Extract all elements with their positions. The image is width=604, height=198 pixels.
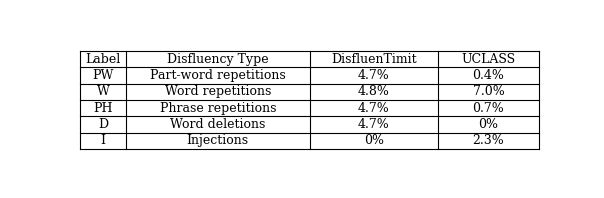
- Text: Phrase repetitions: Phrase repetitions: [159, 102, 276, 115]
- Text: W: W: [97, 85, 109, 98]
- Text: 0.4%: 0.4%: [472, 69, 504, 82]
- Text: Part-word repetitions: Part-word repetitions: [150, 69, 286, 82]
- Text: D: D: [98, 118, 108, 131]
- Text: 4.7%: 4.7%: [358, 69, 390, 82]
- Text: 4.8%: 4.8%: [358, 85, 390, 98]
- Text: Label: Label: [86, 53, 121, 66]
- Text: 4.7%: 4.7%: [358, 118, 390, 131]
- Text: Disfluency Type: Disfluency Type: [167, 53, 269, 66]
- Text: Injections: Injections: [187, 134, 249, 147]
- Text: Word repetitions: Word repetitions: [165, 85, 271, 98]
- Text: I: I: [101, 134, 106, 147]
- Text: 0%: 0%: [478, 118, 498, 131]
- Text: DisfluenTimit: DisfluenTimit: [331, 53, 417, 66]
- Text: PH: PH: [94, 102, 113, 115]
- Text: 4.7%: 4.7%: [358, 102, 390, 115]
- Text: PW: PW: [92, 69, 114, 82]
- Text: UCLASS: UCLASS: [461, 53, 516, 66]
- Text: 2.3%: 2.3%: [472, 134, 504, 147]
- Text: 7.0%: 7.0%: [472, 85, 504, 98]
- Text: Word deletions: Word deletions: [170, 118, 266, 131]
- Text: 0.7%: 0.7%: [472, 102, 504, 115]
- Text: 0%: 0%: [364, 134, 384, 147]
